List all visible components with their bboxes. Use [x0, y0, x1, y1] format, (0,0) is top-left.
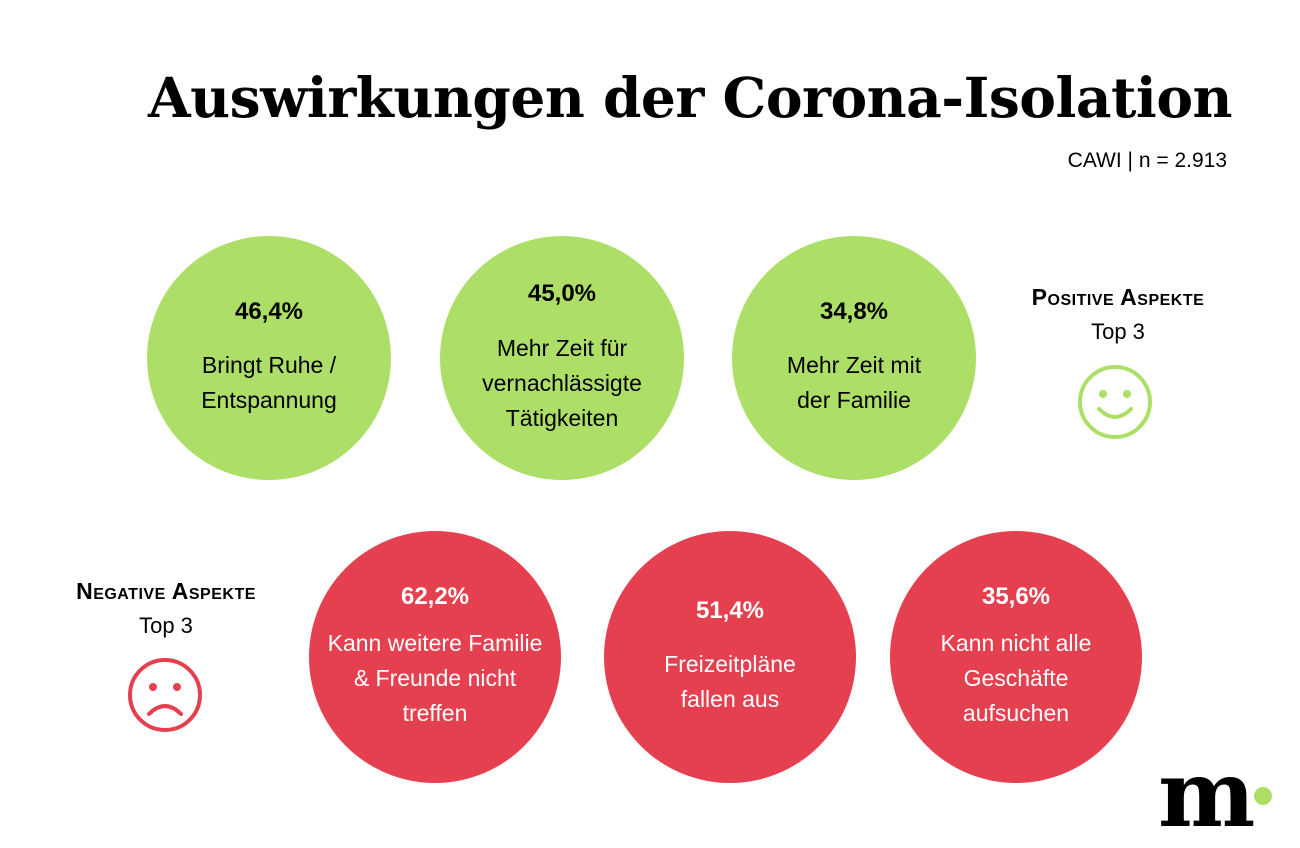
positive-bubble: 45,0% Mehr Zeit für vernachlässigte Täti…: [440, 236, 684, 480]
bubble-value: 35,6%: [981, 583, 1051, 611]
negative-bubble: 51,4% Freizeitpläne fallen aus: [604, 531, 856, 783]
bubble-label: Kann nicht alle Geschäfte aufsuchen: [940, 629, 1092, 726]
page-title: Auswirkungen der Corona-Isolation: [147, 65, 1233, 130]
bubble-label: Bringt Ruhe / Entspannung: [201, 352, 337, 414]
brand-logo-dot: [1254, 787, 1272, 805]
bubble-label: Mehr Zeit für vernachlässigte Tätigkeite…: [482, 334, 642, 431]
bubble-label: Freizeitpläne fallen aus: [664, 651, 796, 713]
negative-aspects-label: Negative Aspekte Top 3: [44, 580, 288, 637]
positive-subheading: Top 3: [1091, 319, 1145, 344]
smiley-happy-icon: [1078, 365, 1152, 439]
positive-bubble: 46,4% Bringt Ruhe / Entspannung: [147, 236, 391, 480]
positive-heading: Positive Aspekte: [1031, 284, 1205, 310]
positive-aspects-label: Positive Aspekte Top 3: [1000, 286, 1236, 343]
bubble-value: 45,0%: [527, 280, 597, 308]
sample-info: CAWI | n = 2.913: [1067, 149, 1227, 172]
bubble-label: Kann weitere Familie & Freunde nicht tre…: [327, 629, 543, 726]
bubble-value: 46,4%: [234, 297, 304, 325]
bubble-label: Mehr Zeit mit der Familie: [786, 352, 922, 414]
bubble-value: 34,8%: [819, 297, 889, 325]
bubble-value: 62,2%: [400, 583, 470, 611]
bubble-value: 51,4%: [695, 596, 765, 624]
negative-heading: Negative Aspekte: [76, 578, 256, 604]
brand-logo: m: [1158, 740, 1255, 848]
positive-bubble: 34,8% Mehr Zeit mit der Familie: [732, 236, 976, 480]
negative-bubble: 62,2% Kann weitere Familie & Freunde nic…: [309, 531, 561, 783]
negative-bubble: 35,6% Kann nicht alle Geschäfte aufsuche…: [890, 531, 1142, 783]
smiley-sad-icon: [128, 658, 202, 732]
negative-subheading: Top 3: [139, 613, 193, 638]
